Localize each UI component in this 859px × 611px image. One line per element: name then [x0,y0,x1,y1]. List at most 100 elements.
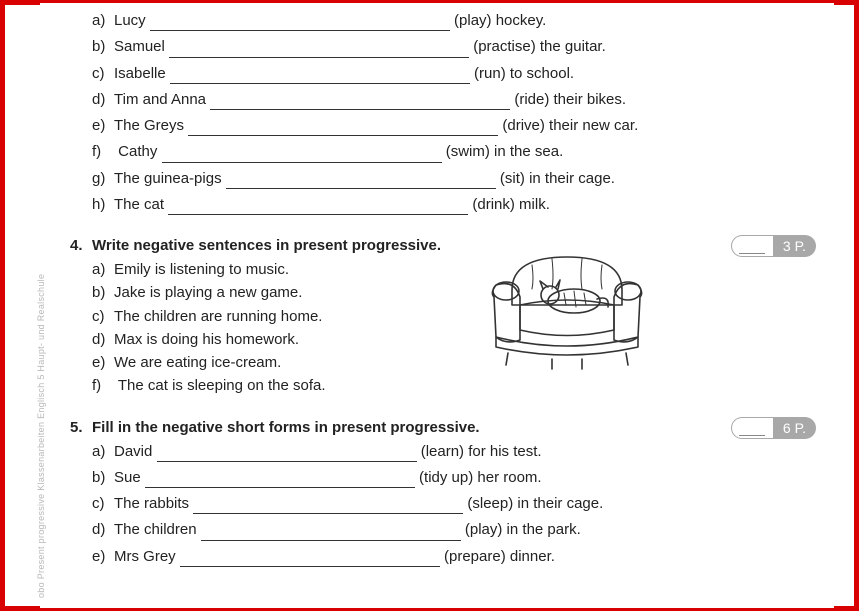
points-badge-4: 3 P. [731,235,816,257]
sentence-line: a)Emily is listening to music. [92,260,422,280]
item-pre-text: Mrs Grey [114,547,180,567]
fill-blank-line: a)David (learn) for his test. [92,442,816,462]
fill-blank-line: a)Lucy (play) hockey. [92,11,816,31]
item-text: Emily is listening to music. [114,261,289,278]
exercise-4: 3 P. 4. Write negative sentences in pres… [92,237,816,397]
answer-blank[interactable] [201,525,461,541]
answer-blank[interactable] [145,472,415,488]
exercise-5-items: a)David (learn) for his test. b)Sue (tidy… [92,442,816,567]
item-letter: d) [92,330,114,350]
item-text: Max is doing his homework. [114,331,299,348]
answer-blank[interactable] [226,173,496,189]
item-pre-text: The children [114,520,201,540]
item-letter: b) [92,283,114,303]
item-text: The cat is sleeping on the sofa. [114,377,326,394]
sofa-cat-illustration [482,245,652,375]
points-blank[interactable] [731,235,773,257]
fill-blank-line: d)The children (play) in the park. [92,520,816,540]
fill-blank-line: d)Tim and Anna (ride) their bikes. [92,90,816,110]
item-letter: b) [92,468,114,488]
fill-blank-line: c)The rabbits (sleep) in their cage. [92,494,816,514]
fill-blank-line: b)Samuel (practise) the guitar. [92,37,816,57]
sentence-line: f) The cat is sleeping on the sofa. [92,376,422,396]
exercise-3-items: a)Lucy (play) hockey. b)Samuel (practise)… [92,11,816,215]
exercise-4-items: a)Emily is listening to music. b)Jake is … [92,260,422,397]
fill-blank-line: c)Isabelle (run) to school. [92,64,816,84]
section-title: Write negative sentences in present prog… [92,237,441,254]
item-pre-text: Isabelle [114,64,170,84]
fill-blank-line: b)Sue (tidy up) her room. [92,468,816,488]
item-after-text: (sleep) in their cage. [463,494,603,514]
item-letter: d) [92,90,114,110]
side-caption: obo Present progressive Klassenarbeiten … [36,274,46,598]
item-pre-text: The guinea-pigs [114,169,226,189]
item-letter: b) [92,37,114,57]
exercise-5: 6 P. 5. Fill in the negative short forms… [92,419,816,567]
worksheet-page: obo Present progressive Klassenarbeiten … [40,3,834,608]
item-pre-text: The cat [114,195,168,215]
item-pre-text: Tim and Anna [114,90,210,110]
sentence-line: b)Jake is playing a new game. [92,283,422,303]
sentence-line: d)Max is doing his homework. [92,330,422,350]
fill-blank-line: e)The Greys (drive) their new car. [92,116,816,136]
answer-blank[interactable] [170,68,470,84]
item-after-text: (sit) in their cage. [496,169,615,189]
item-letter: h) [92,195,114,215]
item-letter: a) [92,11,114,31]
item-after-text: (practise) the guitar. [469,37,606,57]
points-label: 3 P. [773,235,816,257]
section-title: Fill in the negative short forms in pres… [92,419,480,436]
item-after-text: (ride) their bikes. [510,90,626,110]
item-letter: c) [92,307,114,327]
item-pre-text: Sue [114,468,145,488]
item-pre-text: The Greys [114,116,188,136]
answer-blank[interactable] [188,121,498,137]
item-after-text: (learn) for his test. [417,442,542,462]
item-pre-text: David [114,442,157,462]
item-after-text: (drive) their new car. [498,116,638,136]
item-after-text: (run) to school. [470,64,574,84]
item-letter: g) [92,169,114,189]
points-blank[interactable] [731,417,773,439]
item-after-text: (swim) in the sea. [442,142,564,162]
answer-blank[interactable] [180,551,440,567]
item-pre-text: Lucy [114,11,150,31]
section-number: 4. [70,237,92,254]
item-letter: e) [92,353,114,373]
points-label: 6 P. [773,417,816,439]
sentence-line: c)The children are running home. [92,307,422,327]
answer-blank[interactable] [157,446,417,462]
item-pre-text: Samuel [114,37,169,57]
item-letter: d) [92,520,114,540]
answer-blank[interactable] [150,16,450,32]
answer-blank[interactable] [168,199,468,215]
item-letter: c) [92,494,114,514]
points-badge-5: 6 P. [731,417,816,439]
item-letter: f) [92,142,114,162]
answer-blank[interactable] [193,499,463,515]
item-letter: e) [92,116,114,136]
fill-blank-line: g)The guinea-pigs (sit) in their cage. [92,169,816,189]
item-pre-text: Cathy [114,142,162,162]
answer-blank[interactable] [169,42,469,58]
item-text: The children are running home. [114,308,322,325]
item-letter: c) [92,64,114,84]
item-letter: f) [92,376,114,396]
section-number: 5. [70,419,92,436]
item-after-text: (tidy up) her room. [415,468,542,488]
fill-blank-line: e)Mrs Grey (prepare) dinner. [92,547,816,567]
sentence-line: e)We are eating ice-cream. [92,353,422,373]
item-after-text: (prepare) dinner. [440,547,555,567]
item-letter: e) [92,547,114,567]
fill-blank-line: h)The cat (drink) milk. [92,195,816,215]
item-after-text: (play) hockey. [450,11,546,31]
item-text: We are eating ice-cream. [114,354,281,371]
fill-blank-line: f) Cathy (swim) in the sea. [92,142,816,162]
answer-blank[interactable] [210,94,510,110]
item-after-text: (play) in the park. [461,520,581,540]
item-pre-text: The rabbits [114,494,193,514]
answer-blank[interactable] [162,147,442,163]
item-text: Jake is playing a new game. [114,284,302,301]
item-after-text: (drink) milk. [468,195,550,215]
item-letter: a) [92,442,114,462]
